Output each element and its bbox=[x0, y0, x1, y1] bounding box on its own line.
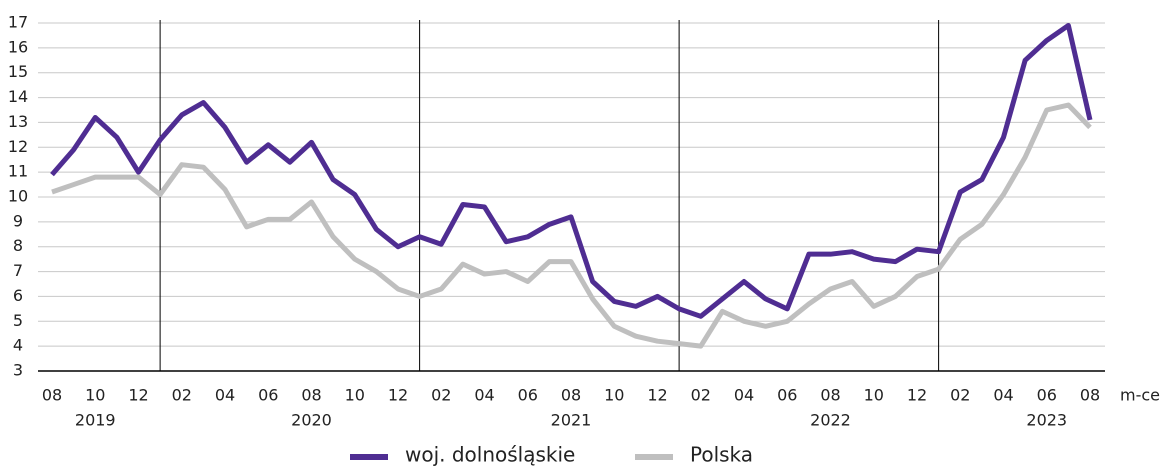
y-tick-label: 11 bbox=[8, 162, 28, 181]
x-tick-label: 06 bbox=[1037, 386, 1057, 405]
y-tick-label: 5 bbox=[13, 311, 23, 330]
y-tick-label: 8 bbox=[13, 236, 23, 255]
x-tick-label: 04 bbox=[215, 386, 235, 405]
x-tick-label: 02 bbox=[172, 386, 192, 405]
x-tick-label: 02 bbox=[950, 386, 970, 405]
x-tick-label: 10 bbox=[604, 386, 624, 405]
x-tick-label: 08 bbox=[301, 386, 321, 405]
x-tick-label: 02 bbox=[431, 386, 451, 405]
x-tick-label: 06 bbox=[518, 386, 538, 405]
x-tick-label: 04 bbox=[734, 386, 754, 405]
y-tick-label: 7 bbox=[13, 261, 23, 280]
x-tick-label: 08 bbox=[561, 386, 581, 405]
series-line bbox=[51, 102, 1092, 349]
y-tick-label: 6 bbox=[13, 286, 23, 305]
y-tick-label: 4 bbox=[13, 336, 23, 355]
legend-label: Polska bbox=[690, 443, 753, 466]
x-tick-label: 06 bbox=[777, 386, 797, 405]
x-tick-label: 12 bbox=[128, 386, 148, 405]
y-tick-label: 13 bbox=[8, 112, 28, 131]
year-label: 2022 bbox=[810, 411, 851, 430]
legend-label: woj. dolnośląskie bbox=[405, 443, 575, 466]
x-tick-label: 04 bbox=[993, 386, 1013, 405]
y-tick-label: 17 bbox=[8, 13, 28, 32]
y-tick-label: 14 bbox=[8, 87, 28, 106]
y-tick-label: 3 bbox=[13, 361, 23, 380]
x-axis-label: m-ce bbox=[1120, 386, 1160, 405]
x-tick-label: 04 bbox=[474, 386, 494, 405]
y-tick-label: 10 bbox=[8, 187, 28, 206]
year-label: 2023 bbox=[1026, 411, 1067, 430]
x-tick-label: 08 bbox=[820, 386, 840, 405]
year-label: 2021 bbox=[551, 411, 592, 430]
x-tick-label: 08 bbox=[42, 386, 62, 405]
x-tick-label: 06 bbox=[258, 386, 278, 405]
x-tick-label: 02 bbox=[691, 386, 711, 405]
y-tick-label: 16 bbox=[8, 37, 28, 56]
y-tick-label: 9 bbox=[13, 211, 23, 230]
x-tick-label: 12 bbox=[647, 386, 667, 405]
x-tick-label: 12 bbox=[388, 386, 408, 405]
series-line bbox=[50, 22, 1093, 319]
year-label: 2019 bbox=[75, 411, 116, 430]
year-label: 2020 bbox=[291, 411, 332, 430]
x-tick-label: 10 bbox=[85, 386, 105, 405]
y-tick-label: 12 bbox=[8, 137, 28, 156]
x-tick-label: 10 bbox=[345, 386, 365, 405]
x-tick-label: 08 bbox=[1080, 386, 1100, 405]
x-tick-label: 12 bbox=[907, 386, 927, 405]
x-tick-label: 10 bbox=[864, 386, 884, 405]
y-tick-label: 15 bbox=[8, 62, 28, 81]
